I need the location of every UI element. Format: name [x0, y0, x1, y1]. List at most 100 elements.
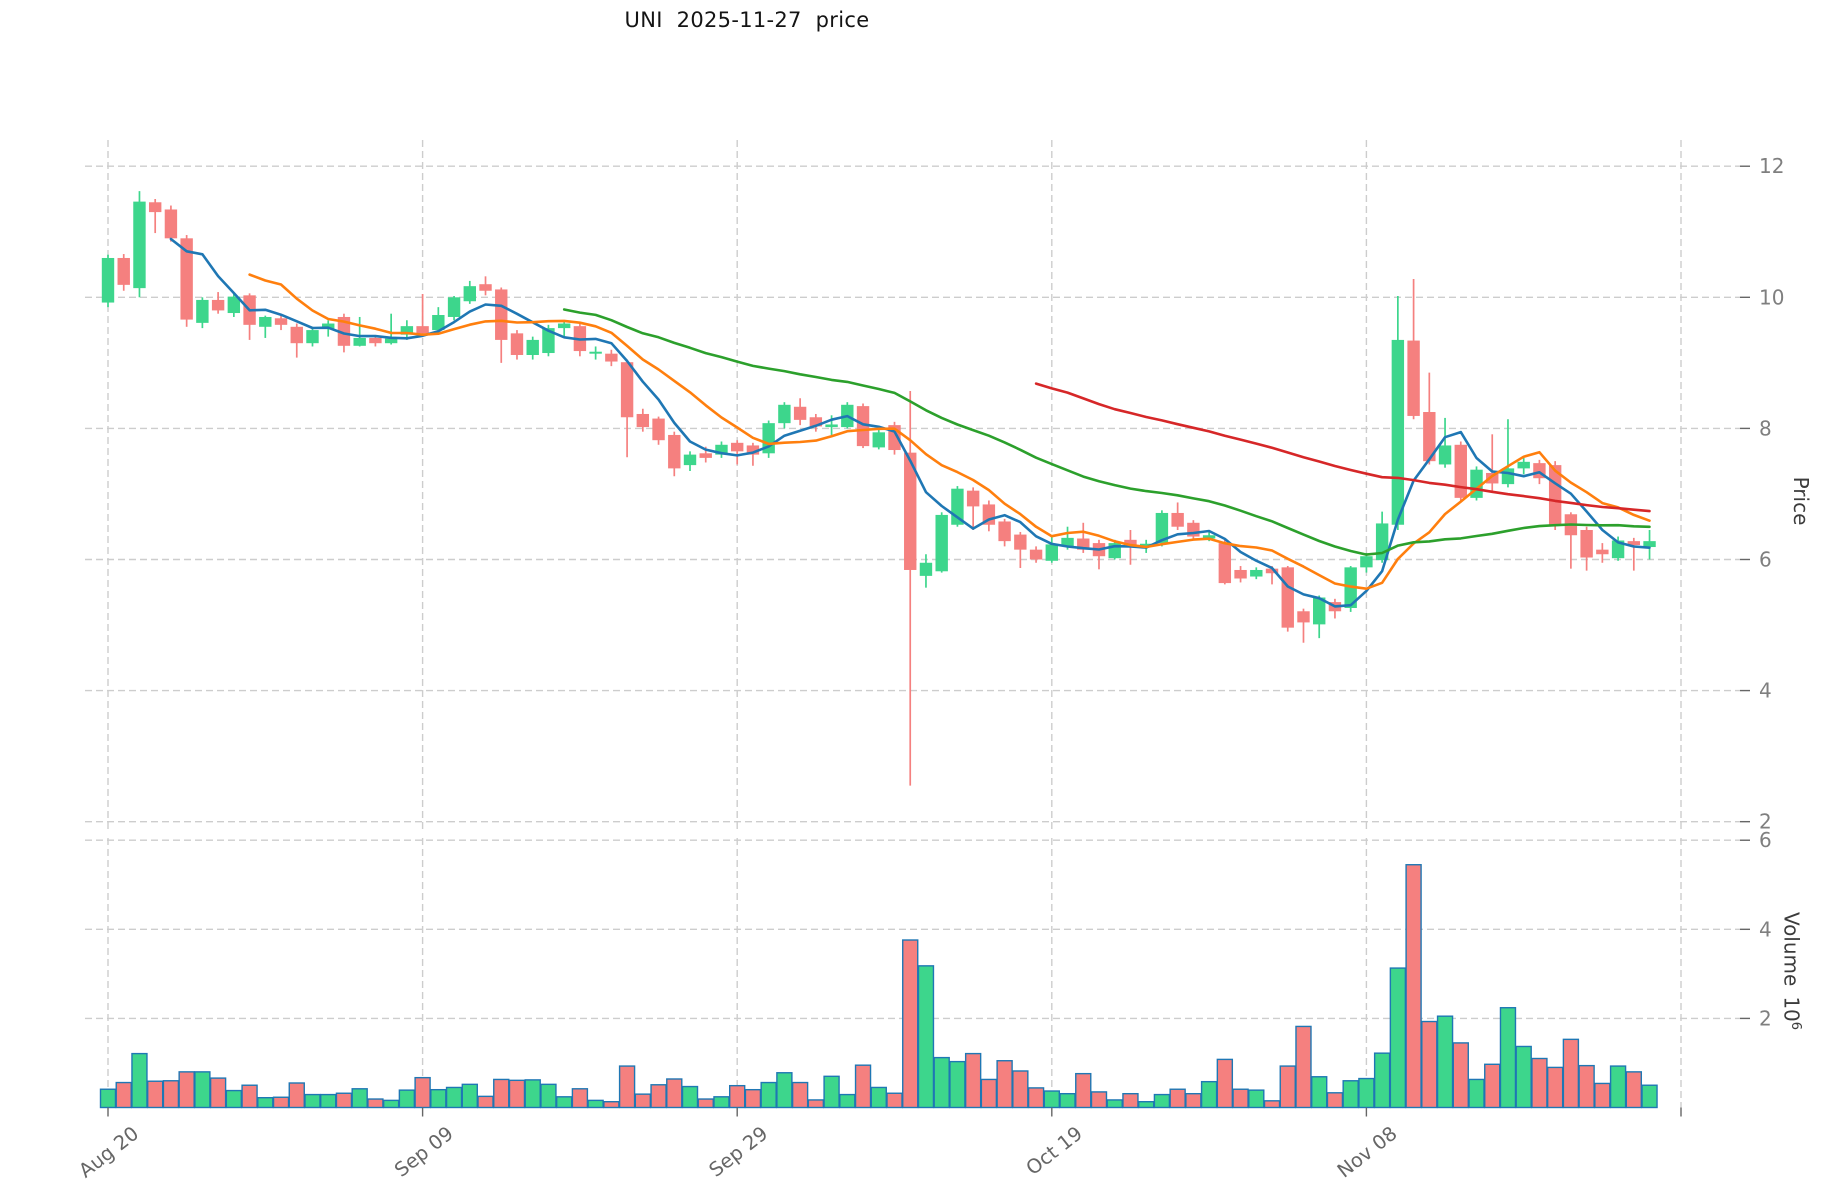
volume-bar	[744, 1088, 762, 1109]
volume-bar	[1216, 1058, 1234, 1109]
volume-bar	[1185, 1092, 1202, 1109]
candle-body	[1124, 539, 1137, 546]
candle-body	[715, 444, 728, 455]
volume-bars	[99, 864, 1658, 1109]
volume-bar	[1436, 1015, 1454, 1109]
candle-body	[180, 238, 193, 320]
volume-tick-label: 2	[1759, 1006, 1772, 1030]
candle-body	[384, 338, 398, 344]
candle-body	[117, 257, 130, 285]
volume-bar	[1027, 1087, 1045, 1109]
volume-bar	[461, 1083, 478, 1109]
volume-bar	[1515, 1045, 1532, 1109]
volume-bar	[1546, 1066, 1564, 1109]
candle-body	[1643, 541, 1656, 548]
candle-body	[1155, 512, 1169, 544]
candle-body	[1360, 556, 1373, 568]
candle-body	[1313, 597, 1326, 625]
date-tick-label: Sep 09	[390, 1122, 458, 1182]
price-axis-label-text: Price	[1789, 476, 1813, 526]
volume-bar	[1169, 1088, 1186, 1109]
volume-bar	[1075, 1072, 1092, 1109]
volume-bar	[445, 1086, 463, 1109]
volume-bar	[1012, 1070, 1029, 1109]
volume-bar	[257, 1096, 274, 1109]
candle-body	[1580, 529, 1593, 558]
volume-bar	[1311, 1076, 1328, 1109]
candle-body	[1391, 339, 1405, 525]
candle-body	[1281, 567, 1294, 628]
volume-bar	[1248, 1089, 1265, 1109]
volume-bar	[587, 1099, 604, 1109]
candle-body	[1517, 461, 1530, 469]
volume-bar	[1279, 1065, 1296, 1109]
volume-bar	[288, 1082, 305, 1109]
ma5-line	[169, 237, 1651, 608]
volume-bar	[1122, 1092, 1139, 1109]
candle-body	[542, 328, 555, 354]
candle-body	[259, 316, 272, 327]
candle-body	[133, 201, 146, 289]
candle-body	[211, 299, 225, 311]
volume-bar	[508, 1079, 526, 1109]
ma30-line	[562, 308, 1651, 556]
candle-body	[620, 362, 634, 418]
volume-bar	[886, 1092, 903, 1109]
date-tick-label: Nov 08	[1333, 1122, 1402, 1183]
candle-body	[101, 257, 115, 303]
candle-body	[164, 209, 178, 239]
volume-bar	[618, 1065, 636, 1109]
volume-bar	[99, 1088, 117, 1109]
candle-bodies	[101, 201, 1656, 628]
volume-bar	[1232, 1088, 1249, 1109]
volume-bar	[1358, 1077, 1375, 1109]
volume-bar	[933, 1056, 950, 1109]
ma10-line	[248, 273, 1651, 591]
candle-body	[479, 284, 492, 291]
volume-bar	[1594, 1082, 1611, 1109]
candle-body	[353, 337, 366, 346]
volume-bar	[854, 1064, 872, 1109]
candle-body	[196, 299, 209, 323]
candle-body	[416, 326, 429, 334]
candle-body	[1454, 444, 1467, 498]
candle-wicks	[107, 191, 1651, 786]
candle-body	[1234, 569, 1247, 579]
candle-body	[1297, 611, 1310, 623]
volume-bar	[146, 1080, 164, 1109]
volume-bar	[980, 1078, 998, 1109]
volume-bar	[902, 939, 919, 1109]
volume-bar	[1562, 1038, 1580, 1109]
volume-bar	[1499, 1007, 1517, 1109]
volume-bar	[430, 1088, 447, 1109]
volume-bar	[949, 1060, 966, 1109]
candle-body	[809, 417, 823, 427]
volume-bar	[351, 1088, 368, 1109]
candle-body	[1486, 472, 1499, 484]
volume-bar	[1389, 967, 1407, 1109]
volume-tick-label: 4	[1759, 917, 1772, 941]
candle-body	[1265, 568, 1279, 574]
candle-body	[966, 490, 980, 507]
volume-bar	[823, 1075, 840, 1109]
candle-body	[557, 323, 571, 329]
candle-body	[463, 286, 476, 302]
candle-body	[605, 353, 618, 362]
volume-bar	[1373, 1052, 1391, 1109]
date-tick-label: Oct 19	[1022, 1122, 1087, 1180]
candle-body	[290, 326, 303, 344]
candle-body	[1171, 512, 1184, 527]
volume-bar	[335, 1092, 353, 1109]
candle-body	[1250, 569, 1263, 577]
volume-bar	[807, 1099, 825, 1109]
candle-body	[1029, 549, 1043, 560]
volume-bar	[1468, 1078, 1485, 1109]
volume-bar	[524, 1079, 541, 1109]
candle-body	[919, 562, 933, 576]
volume-bar	[493, 1078, 510, 1109]
volume-bar	[272, 1096, 290, 1109]
candle-body	[793, 406, 807, 420]
volume-bar	[1326, 1092, 1344, 1109]
